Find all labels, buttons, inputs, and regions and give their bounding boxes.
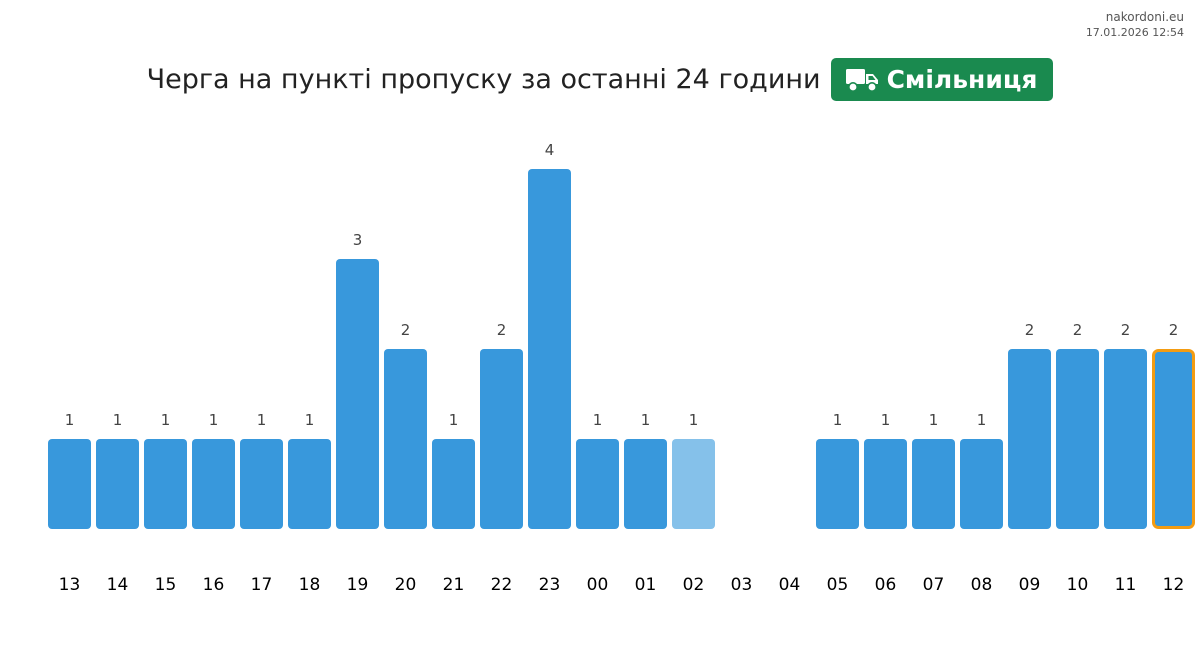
x-tick-label-15: 15 bbox=[155, 575, 177, 595]
x-tick-label-23: 23 bbox=[539, 575, 561, 595]
chart-header: Черга на пункті пропуску за останні 24 г… bbox=[0, 58, 1200, 101]
bar-value-label-19: 3 bbox=[353, 231, 363, 249]
bar-20 bbox=[384, 349, 427, 529]
bar-18 bbox=[288, 439, 331, 529]
bar-value-label-18: 1 bbox=[305, 411, 315, 429]
bar-08 bbox=[960, 439, 1003, 529]
bar-13 bbox=[48, 439, 91, 529]
bar-value-label-02: 1 bbox=[689, 411, 699, 429]
x-tick-label-17: 17 bbox=[251, 575, 273, 595]
bar-value-label-10: 2 bbox=[1073, 321, 1083, 339]
bar-21 bbox=[432, 439, 475, 529]
bar-11 bbox=[1104, 349, 1147, 529]
bar-15 bbox=[144, 439, 187, 529]
x-tick-label-08: 08 bbox=[971, 575, 993, 595]
bar-10 bbox=[1056, 349, 1099, 529]
bar-value-label-16: 1 bbox=[209, 411, 219, 429]
bar-value-label-00: 1 bbox=[593, 411, 603, 429]
bar-14 bbox=[96, 439, 139, 529]
x-tick-label-09: 09 bbox=[1019, 575, 1041, 595]
checkpoint-name: Смільниця bbox=[886, 65, 1038, 94]
bar-value-label-08: 1 bbox=[977, 411, 987, 429]
x-tick-label-11: 11 bbox=[1115, 575, 1137, 595]
bar-value-label-11: 2 bbox=[1121, 321, 1131, 339]
bar-16 bbox=[192, 439, 235, 529]
bar-value-label-01: 1 bbox=[641, 411, 651, 429]
bar-05 bbox=[816, 439, 859, 529]
x-tick-label-14: 14 bbox=[107, 575, 129, 595]
chart-title: Черга на пункті пропуску за останні 24 г… bbox=[146, 64, 821, 95]
bar-value-label-13: 1 bbox=[65, 411, 75, 429]
x-tick-label-05: 05 bbox=[827, 575, 849, 595]
bar-17 bbox=[240, 439, 283, 529]
x-tick-label-13: 13 bbox=[59, 575, 81, 595]
x-tick-label-00: 00 bbox=[587, 575, 609, 595]
x-tick-label-03: 03 bbox=[731, 575, 753, 595]
bar-value-label-20: 2 bbox=[401, 321, 411, 339]
x-tick-label-16: 16 bbox=[203, 575, 225, 595]
x-tick-label-12: 12 bbox=[1163, 575, 1185, 595]
x-tick-label-20: 20 bbox=[395, 575, 417, 595]
bar-01 bbox=[624, 439, 667, 529]
x-tick-label-10: 10 bbox=[1067, 575, 1089, 595]
bar-value-label-14: 1 bbox=[113, 411, 123, 429]
watermark-timestamp: 17.01.2026 12:54 bbox=[1085, 26, 1184, 39]
x-tick-label-06: 06 bbox=[875, 575, 897, 595]
bar-value-label-09: 2 bbox=[1025, 321, 1035, 339]
watermark: nakordoni.eu 17.01.2026 12:54 bbox=[1086, 9, 1184, 41]
bar-09 bbox=[1008, 349, 1051, 529]
bar-07 bbox=[912, 439, 955, 529]
x-tick-label-02: 02 bbox=[683, 575, 705, 595]
bar-value-label-15: 1 bbox=[161, 411, 171, 429]
bar-22 bbox=[480, 349, 523, 529]
x-tick-label-07: 07 bbox=[923, 575, 945, 595]
x-tick-label-21: 21 bbox=[443, 575, 465, 595]
x-tick-label-04: 04 bbox=[779, 575, 801, 595]
bar-value-label-06: 1 bbox=[881, 411, 891, 429]
checkpoint-badge: Смільниця bbox=[830, 58, 1054, 101]
bar-value-label-07: 1 bbox=[929, 411, 939, 429]
bar-value-label-17: 1 bbox=[257, 411, 267, 429]
bar-value-label-05: 1 bbox=[833, 411, 843, 429]
x-tick-label-22: 22 bbox=[491, 575, 513, 595]
x-tick-label-18: 18 bbox=[299, 575, 321, 595]
x-tick-label-01: 01 bbox=[635, 575, 657, 595]
truck-icon bbox=[845, 68, 878, 92]
watermark-site: nakordoni.eu bbox=[1105, 10, 1184, 24]
bar-02 bbox=[672, 439, 715, 529]
bar-12 bbox=[1152, 349, 1195, 529]
bar-00 bbox=[576, 439, 619, 529]
bar-value-label-22: 2 bbox=[497, 321, 507, 339]
bar-19 bbox=[336, 259, 379, 529]
bar-value-label-21: 1 bbox=[449, 411, 459, 429]
bar-value-label-12: 2 bbox=[1169, 321, 1179, 339]
x-tick-label-19: 19 bbox=[347, 575, 369, 595]
bar-value-label-23: 4 bbox=[545, 141, 555, 159]
bar-23 bbox=[528, 169, 571, 529]
bar-06 bbox=[864, 439, 907, 529]
